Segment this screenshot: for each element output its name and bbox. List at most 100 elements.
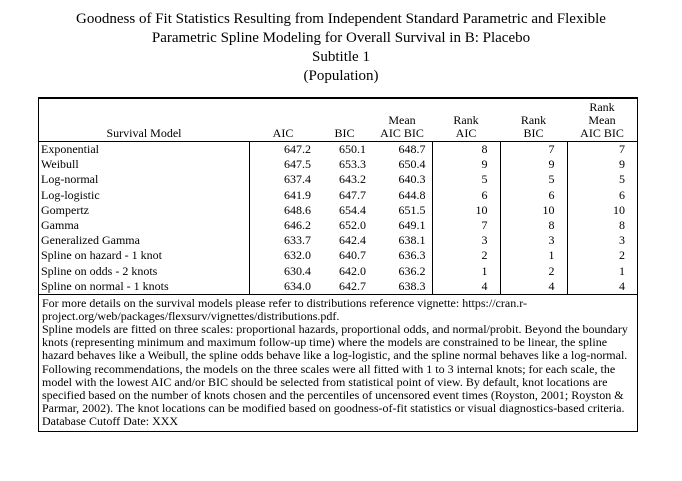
cell-bic: 643.2	[339, 172, 366, 187]
cell-rank-bic: 6	[500, 187, 568, 203]
goodness-of-fit-table-container: Survival Model AIC BIC Mean AIC BIC Rank…	[38, 97, 638, 432]
cell-rank-bic: 2	[500, 263, 568, 279]
cell-mean: 636.3	[372, 248, 433, 264]
cell-model: Exponential	[39, 141, 250, 158]
cell-rank-mean: 2	[619, 248, 625, 263]
cell-rank-mean: 7	[619, 142, 625, 156]
cell-bic: 650.1	[339, 142, 366, 156]
cell-rank-mean: 10	[613, 202, 625, 217]
cell-aic: 633.7	[284, 233, 311, 248]
cell-model: Gamma	[39, 218, 250, 234]
table-row: Generalized Gamma 633.7 642.4 638.1 3 3 …	[39, 233, 637, 249]
cell-rank-mean: 6	[619, 187, 625, 202]
cell-mean: 638.3	[372, 278, 433, 295]
cell-mean: 640.3	[372, 172, 433, 188]
cell-rank-aic: 3	[432, 233, 501, 249]
subtitle: Subtitle 1	[312, 49, 370, 65]
cell-mean: 638.1	[372, 233, 433, 249]
cell-aic: 632.0	[284, 248, 311, 263]
table-header: Survival Model AIC BIC Mean AIC BIC Rank…	[39, 98, 637, 142]
cell-mean: 650.4	[372, 157, 433, 173]
header-rank-bic: Rank BIC	[500, 100, 567, 142]
table-row: Gamma 646.2 652.0 649.1 7 8 8	[39, 218, 637, 234]
population-label: (Population)	[303, 68, 379, 84]
cell-model: Weibull	[39, 157, 250, 173]
cell-rank-mean: 1	[619, 263, 625, 278]
cell-rank-bic: 9	[500, 157, 568, 173]
cell-mean: 648.7	[372, 141, 433, 158]
cell-bic: 640.7	[339, 248, 366, 263]
cell-rank-mean: 8	[619, 218, 625, 233]
table-row: Exponential 647.2 650.1 648.7 8 7 7	[39, 141, 637, 158]
cell-bic: 647.7	[339, 187, 366, 202]
title-line-2: Parametric Spline Modeling for Overall S…	[151, 30, 531, 46]
cell-bic: 642.4	[339, 233, 366, 248]
cell-aic: 647.2	[284, 142, 311, 156]
table-row: Spline on normal - 1 knots 634.0 642.7 6…	[39, 278, 637, 295]
cell-rank-mean: 9	[619, 157, 625, 172]
report-title-block: Goodness of Fit Statistics Resulting fro…	[0, 10, 682, 86]
cell-model: Log-logistic	[39, 187, 250, 203]
table-body: Exponential 647.2 650.1 648.7 8 7 7 Weib…	[39, 141, 637, 295]
cell-model: Spline on odds - 2 knots	[39, 263, 250, 279]
table-row: Log-normal 637.4 643.2 640.3 5 5 5	[39, 172, 637, 188]
header-bic: BIC	[317, 100, 372, 142]
header-rank-aic: Rank AIC	[432, 100, 500, 142]
cell-bic: 652.0	[339, 218, 366, 233]
cell-aic: 641.9	[284, 187, 311, 202]
cell-aic: 646.2	[284, 218, 311, 233]
cell-rank-bic: 10	[500, 202, 568, 219]
table-row: Spline on odds - 2 knots 630.4 642.0 636…	[39, 263, 637, 279]
cell-rank-aic: 9	[432, 157, 501, 173]
cell-rank-bic: 5	[500, 172, 568, 188]
cell-rank-aic: 7	[432, 218, 501, 234]
cell-rank-bic: 1	[500, 248, 568, 264]
header-mean-aic-bic: Mean AIC BIC	[372, 100, 432, 142]
footnote-cutoff-date: Database Cutoff Date: XXX	[42, 413, 179, 428]
cell-rank-aic: 2	[432, 248, 501, 264]
cell-rank-aic: 6	[432, 187, 501, 203]
cell-rank-bic: 8	[500, 218, 568, 234]
cell-rank-bic: 3	[500, 233, 568, 249]
footnote-spline-description: Spline models are fitted on three scales…	[42, 322, 628, 415]
table-row: Gompertz 648.6 654.4 651.5 10 10 10	[39, 202, 637, 219]
cell-model: Gompertz	[39, 202, 250, 219]
cell-rank-aic: 10	[432, 202, 501, 219]
cell-rank-mean: 4	[619, 278, 625, 293]
header-survival-model: Survival Model	[39, 100, 249, 142]
footnote-reference: For more details on the survival models …	[42, 296, 527, 324]
cell-mean: 644.8	[372, 187, 433, 203]
cell-bic: 642.7	[339, 278, 366, 293]
cell-rank-bic: 7	[500, 141, 568, 158]
cell-rank-aic: 5	[432, 172, 501, 188]
cell-bic: 654.4	[339, 202, 366, 217]
cell-mean: 651.5	[372, 202, 433, 219]
goodness-of-fit-table: Survival Model AIC BIC Mean AIC BIC Rank…	[39, 98, 637, 295]
title-line-1: Goodness of Fit Statistics Resulting fro…	[76, 11, 606, 27]
cell-aic: 630.4	[284, 263, 311, 278]
cell-aic: 637.4	[284, 172, 311, 187]
cell-rank-aic: 4	[432, 278, 501, 295]
header-aic: AIC	[249, 100, 317, 142]
table-footnotes: For more details on the survival models …	[39, 294, 637, 431]
cell-model: Log-normal	[39, 172, 250, 188]
cell-aic: 634.0	[284, 278, 311, 293]
cell-rank-aic: 1	[432, 263, 501, 279]
table-row: Spline on hazard - 1 knot 632.0 640.7 63…	[39, 248, 637, 264]
cell-rank-mean: 5	[619, 172, 625, 187]
cell-bic: 653.3	[339, 157, 366, 172]
cell-aic: 648.6	[284, 202, 311, 217]
cell-bic: 642.0	[339, 263, 366, 278]
cell-mean: 636.2	[372, 263, 433, 279]
table-row: Log-logistic 641.9 647.7 644.8 6 6 6	[39, 187, 637, 203]
cell-model: Generalized Gamma	[39, 233, 250, 249]
cell-rank-mean: 3	[619, 233, 625, 248]
cell-mean: 649.1	[372, 218, 433, 234]
cell-model: Spline on hazard - 1 knot	[39, 248, 250, 264]
cell-rank-aic: 8	[432, 141, 501, 158]
cell-model: Spline on normal - 1 knots	[39, 278, 250, 295]
cell-aic: 647.5	[284, 157, 311, 172]
header-rank-mean-aic-bic: Rank Mean AIC BIC	[567, 100, 637, 142]
cell-rank-bic: 4	[500, 278, 568, 295]
table-row: Weibull 647.5 653.3 650.4 9 9 9	[39, 157, 637, 173]
